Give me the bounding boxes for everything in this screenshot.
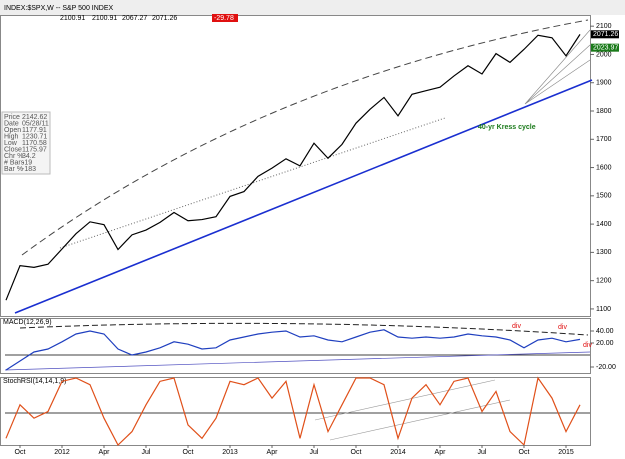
change-box [212, 14, 238, 22]
x-tick-label: Jul [310, 449, 319, 456]
fan-lines [524, 29, 591, 105]
quote-value: 2100.91 [92, 15, 117, 22]
y-tick-label: 1400 [596, 221, 612, 228]
y-tick-label: 1700 [596, 136, 612, 143]
info-value: 2142.62 [22, 114, 47, 121]
quote-change: -29.78 [214, 15, 234, 22]
series-line [5, 34, 581, 301]
stoch-title: StochRSI(14,14,1,9) [3, 378, 66, 385]
annotation: div [558, 324, 567, 331]
series-line [5, 329, 581, 371]
price-tag [591, 43, 619, 52]
info-value: 1177.91 [22, 127, 47, 134]
info-value: -183 [22, 166, 36, 173]
quote-value: 2067.27 [122, 15, 147, 22]
x-tick-label: 2015 [558, 449, 574, 456]
annotation: 40-yr Kress cycle [478, 124, 536, 131]
x-tick-label: Apr [435, 449, 447, 456]
x-tick-label: 2014 [390, 449, 406, 456]
upper-curve [21, 19, 589, 256]
x-tick-label: Apr [99, 449, 111, 456]
info-value: 1170.58 [22, 140, 47, 147]
y-tick-label: 2100 [596, 23, 612, 30]
info-label: Price [4, 114, 20, 121]
info-value: -19 [22, 159, 32, 166]
info-label: Low [4, 140, 18, 147]
info-box [1, 111, 51, 175]
y-tick-label: 40.00 [596, 328, 614, 335]
annotation: div [583, 342, 592, 349]
info-value: 34.2 [22, 153, 36, 160]
series-line [5, 376, 581, 447]
info-label: Close [4, 146, 22, 153]
info-label: Date [4, 120, 19, 127]
info-label: High [4, 133, 19, 140]
info-label: Open [4, 127, 21, 134]
x-tick-label: 2013 [222, 449, 238, 456]
info-value: 1175.97 [22, 146, 47, 153]
y-tick-label: 1800 [596, 108, 612, 115]
price-tag-label: 2071.26 [593, 31, 618, 38]
x-tick-label: Oct [351, 449, 362, 456]
price-tag-label: 2023.97 [593, 45, 618, 52]
macd-dashed [19, 322, 589, 336]
info-label: # Bars [4, 159, 25, 166]
x-tick-label: Oct [183, 449, 194, 456]
quote-value: 2071.26 [152, 15, 177, 22]
x-tick-label: 2012 [54, 449, 70, 456]
x-tick-label: Jul [142, 449, 151, 456]
price-frame [0, 15, 591, 317]
support-line [14, 79, 593, 314]
title: INDEX:$SPX,W -- S&P 500 INDEX [4, 5, 114, 12]
macd-frame [0, 318, 591, 374]
info-value: 1230.71 [22, 133, 47, 140]
y-tick-label: 1100 [596, 306, 611, 313]
macd-title: MACD(12,26,9) [3, 319, 52, 326]
price-tag [591, 30, 619, 39]
header-bar [0, 0, 625, 15]
y-tick-label: -20.00 [596, 364, 616, 371]
x-tick-label: Oct [519, 449, 530, 456]
info-label: Chr % [4, 153, 23, 160]
y-tick-label: 1600 [596, 164, 612, 171]
y-tick-label: 1500 [596, 193, 612, 200]
x-tick-label: Jul [478, 449, 487, 456]
x-tick-label: Oct [15, 449, 26, 456]
stoch-frame [0, 377, 591, 446]
macd-trend [4, 351, 591, 371]
y-tick-label: 1200 [596, 277, 612, 284]
info-value: 05/28/11 [22, 120, 49, 127]
annotation: div [512, 323, 521, 330]
quote-value: 2100.91 [60, 15, 85, 22]
y-tick-label: 2000 [596, 51, 612, 58]
y-tick-label: 1300 [596, 249, 612, 256]
y-tick-label: 1900 [596, 80, 612, 87]
y-tick-label: 20.00 [596, 340, 614, 347]
x-tick-label: Apr [267, 449, 279, 456]
info-label: Bar % [4, 166, 23, 173]
